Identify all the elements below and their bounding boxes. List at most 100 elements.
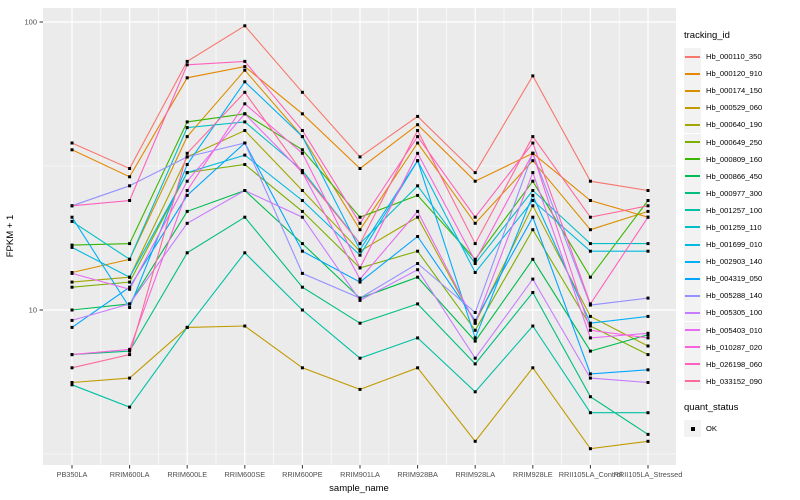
data-point: [588, 349, 592, 353]
legend-swatch-line: [685, 158, 700, 161]
data-point: [416, 141, 420, 145]
data-point: [358, 248, 362, 252]
data-point: [243, 59, 247, 63]
data-point: [588, 328, 592, 332]
data-point: [358, 221, 362, 225]
data-point: [185, 171, 189, 175]
data-point: [358, 266, 362, 270]
data-point: [128, 347, 132, 351]
data-point: [473, 339, 477, 343]
legend-key: [684, 99, 701, 117]
legend-item-label: Hb_000529_060: [706, 103, 763, 113]
data-point: [416, 235, 420, 238]
data-point: [185, 151, 189, 155]
legend-swatch-line: [685, 209, 700, 212]
data-point: [473, 362, 477, 366]
data-point: [70, 381, 74, 384]
tracking-id-legend: tracking_id Hb_000110_350 Hb_000120_910 Hb…: [684, 30, 798, 390]
data-point: [416, 366, 420, 370]
data-point: [416, 129, 420, 132]
data-point: [185, 209, 189, 213]
data-point: [646, 249, 650, 253]
data-point: [300, 242, 304, 246]
legend-key: [684, 253, 701, 271]
data-point: [128, 199, 132, 202]
y-axis-title: FPKM + 1: [5, 215, 16, 258]
data-point: [646, 432, 650, 436]
legend-item-label: Hb_005305_100: [706, 308, 763, 318]
data-point: [70, 271, 74, 275]
data-point: [588, 395, 592, 399]
data-point: [646, 204, 650, 208]
data-point: [646, 199, 650, 202]
data-point: [185, 179, 189, 183]
data-point: [300, 148, 304, 152]
legend-key: [684, 372, 701, 390]
data-point: [185, 251, 189, 255]
data-point: [185, 325, 189, 329]
x-tick-label: PB350LA: [57, 470, 88, 479]
x-tick-label: RRIM928LA: [455, 470, 495, 479]
data-point: [128, 242, 132, 246]
legend-item-Hb_010287_020: Hb_010287_020: [684, 338, 798, 356]
data-point: [128, 167, 132, 170]
data-point: [300, 199, 304, 202]
data-point: [185, 76, 189, 80]
x-tick-label: RRIM928BA: [397, 470, 438, 479]
data-point: [70, 285, 74, 289]
data-point: [646, 189, 650, 192]
data-point: [416, 268, 420, 272]
data-point: [646, 411, 650, 415]
data-point: [70, 308, 74, 312]
data-point: [416, 184, 420, 188]
data-point: [70, 280, 74, 284]
legend-item-label: Hb_000120_910: [706, 69, 763, 79]
data-point: [416, 275, 420, 279]
legend-item-label: Hb_001257_100: [706, 205, 763, 215]
data-point: [531, 74, 535, 78]
data-point: [300, 209, 304, 213]
data-point: [588, 372, 592, 376]
legend-swatch-line: [685, 106, 700, 109]
data-point: [185, 221, 189, 225]
legend-key: [684, 48, 701, 66]
legend-key: [684, 82, 701, 100]
data-point: [358, 277, 362, 281]
x-tick-label: RRII105LA_Control: [559, 470, 623, 479]
legend-item-Hb_000977_300: Hb_000977_300: [684, 184, 798, 202]
data-point: [243, 65, 247, 69]
data-point: [646, 336, 650, 340]
data-point: [473, 318, 477, 322]
data-point: [473, 171, 477, 175]
data-point: [300, 215, 304, 219]
legend-item-Hb_001699_010: Hb_001699_010: [684, 236, 798, 254]
data-point: [358, 155, 362, 159]
data-point: [300, 171, 304, 175]
data-point: [646, 209, 650, 213]
legend-item-Hb_000809_160: Hb_000809_160: [684, 150, 798, 168]
data-point: [300, 285, 304, 289]
data-point: [531, 179, 535, 183]
data-point: [473, 179, 477, 183]
x-tick-label: RRIM600LA: [110, 470, 150, 479]
data-point: [185, 163, 189, 166]
data-point: [185, 135, 189, 139]
legend-swatch-line: [685, 380, 700, 383]
legend-item-label: Hb_001259_110: [706, 222, 762, 232]
legend-key: [684, 218, 701, 236]
data-point: [473, 439, 477, 443]
legend-key: [684, 321, 701, 339]
data-point: [128, 275, 132, 279]
legend-item-label: Hb_010287_020: [706, 342, 763, 352]
data-point: [300, 249, 304, 253]
data-point: [531, 199, 535, 202]
data-point: [646, 381, 650, 384]
data-point: [70, 141, 74, 145]
x-tick-label: RRIM600SE: [225, 470, 266, 479]
data-point: [588, 336, 592, 340]
data-point: [243, 163, 247, 166]
legend-item-Hb_000529_060: Hb_000529_060: [684, 99, 798, 117]
legend-item-label: Hb_033152_090: [706, 376, 763, 386]
data-point: [531, 324, 535, 328]
data-point: [300, 151, 304, 155]
